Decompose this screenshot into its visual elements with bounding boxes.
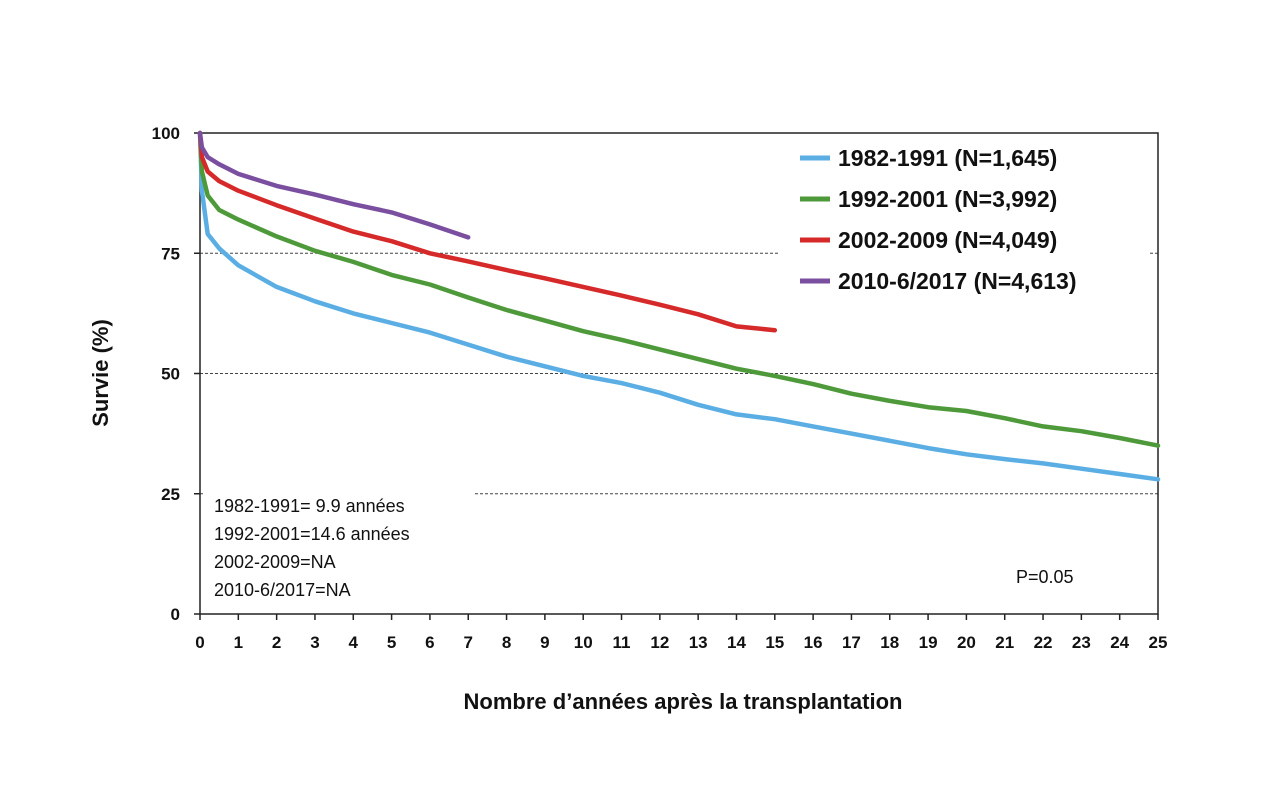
- x-tick-label: 14: [727, 633, 746, 652]
- x-axis-ticks: 0 1 2 3 4 5 6 7 8 9 10 11 12 13 14 15 16 17 18 19 20 21 22 23 24…: [195, 614, 1167, 652]
- y-axis-title: Survie (%): [88, 319, 113, 427]
- y-tick-label: 25: [161, 485, 180, 504]
- x-tick-label: 20: [957, 633, 976, 652]
- x-tick-label: 23: [1072, 633, 1091, 652]
- legend-background: [778, 138, 1150, 306]
- y-tick-label: 0: [171, 605, 180, 624]
- x-tick-label: 0: [195, 633, 204, 652]
- notes-background: [203, 487, 473, 611]
- note-line-3: 2002-2009=NA: [214, 552, 336, 572]
- x-tick-label: 8: [502, 633, 511, 652]
- x-tick-label: 12: [650, 633, 669, 652]
- x-tick-label: 22: [1034, 633, 1053, 652]
- x-tick-label: 19: [919, 633, 938, 652]
- x-tick-label: 13: [689, 633, 708, 652]
- x-axis-title: Nombre d’années après la transplantation: [464, 689, 903, 714]
- y-tick-label: 50: [161, 365, 180, 384]
- series-lines: [197, 130, 1161, 482]
- note-line-1: 1982-1991= 9.9 années: [214, 496, 405, 516]
- x-tick-label: 11: [613, 633, 631, 652]
- x-tick-label: 3: [310, 633, 319, 652]
- x-tick-label: 24: [1110, 633, 1129, 652]
- x-tick-label: 17: [842, 633, 861, 652]
- median-survival-notes: 1982-1991= 9.9 années 1992-2001=14.6 ann…: [203, 487, 473, 611]
- legend-label-3: 2002-2009 (N=4,049): [838, 227, 1057, 253]
- x-tick-label: 7: [464, 633, 473, 652]
- x-tick-label: 6: [425, 633, 434, 652]
- legend-label-2: 1992-2001 (N=3,992): [838, 186, 1057, 212]
- x-tick-label: 15: [765, 633, 784, 652]
- x-tick-label: 4: [349, 633, 359, 652]
- series-line-4: [197, 130, 471, 240]
- x-tick-label: 18: [880, 633, 899, 652]
- y-tick-label: 75: [161, 244, 180, 263]
- x-tick-label: 21: [995, 633, 1014, 652]
- x-tick-label: 10: [574, 633, 593, 652]
- series-line-1: [197, 130, 1161, 482]
- x-tick-label: 5: [387, 633, 396, 652]
- y-axis-ticks: 0 25 50 75 100: [152, 124, 200, 624]
- x-tick-label: 16: [804, 633, 823, 652]
- legend-label-1: 1982-1991 (N=1,645): [838, 145, 1057, 171]
- y-tick-label: 100: [152, 124, 180, 143]
- x-tick-label: 2: [272, 633, 281, 652]
- series-line-3: [197, 130, 778, 333]
- x-tick-label: 1: [234, 633, 243, 652]
- x-tick-label: 25: [1149, 633, 1168, 652]
- series-line-2: [197, 130, 1161, 448]
- x-tick-label: 9: [540, 633, 549, 652]
- note-line-2: 1992-2001=14.6 années: [214, 524, 410, 544]
- p-value: P=0.05: [1016, 567, 1074, 587]
- legend-label-4: 2010-6/2017 (N=4,613): [838, 268, 1076, 294]
- note-line-4: 2010-6/2017=NA: [214, 580, 351, 600]
- legend: 1982-1991 (N=1,645) 1992-2001 (N=3,992) 20…: [778, 138, 1150, 306]
